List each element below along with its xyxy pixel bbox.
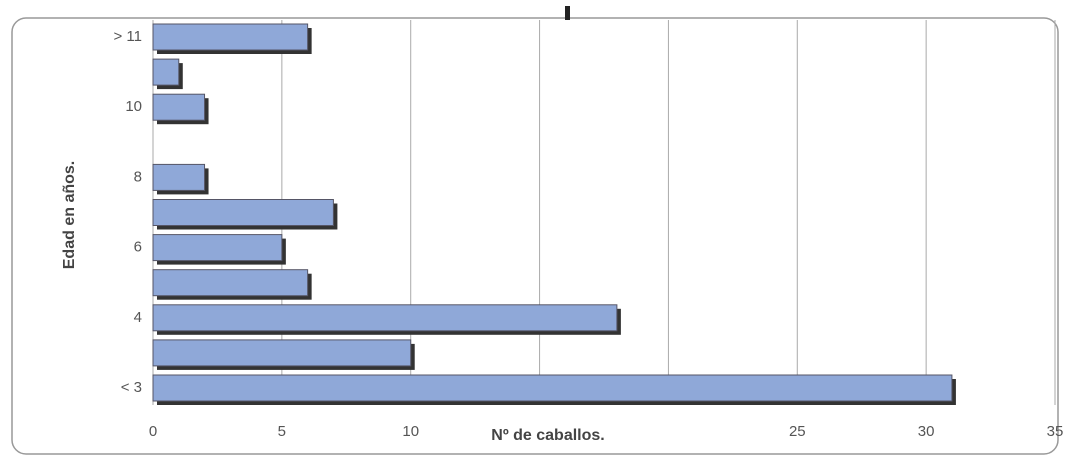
x-tick-label: 35 xyxy=(1047,423,1064,440)
bar xyxy=(152,163,206,191)
bar xyxy=(152,93,206,121)
y-axis-title: Edad en años. xyxy=(61,161,78,269)
bar xyxy=(152,339,412,367)
x-tick-label: 5 xyxy=(278,423,286,440)
y-tick-label: < 3 xyxy=(121,379,142,396)
x-tick-label: 30 xyxy=(918,423,935,440)
x-tick-label: 10 xyxy=(402,423,419,440)
y-tick-label: > 11 xyxy=(114,28,143,45)
bar xyxy=(152,199,334,226)
y-tick-label: 4 xyxy=(134,309,142,326)
x-axis-title: Nº de caballos. xyxy=(491,427,604,444)
artifact xyxy=(565,6,570,20)
bar xyxy=(152,269,309,297)
bar xyxy=(152,234,283,262)
x-tick-label: 0 xyxy=(149,423,157,440)
bar xyxy=(152,304,618,332)
bar xyxy=(152,374,953,402)
y-tick-label: 8 xyxy=(134,168,142,185)
y-tick-label: 10 xyxy=(125,98,142,115)
bar xyxy=(152,58,180,86)
y-tick-label: 6 xyxy=(134,239,142,256)
bar xyxy=(152,23,309,51)
x-tick-label: 25 xyxy=(789,423,806,440)
